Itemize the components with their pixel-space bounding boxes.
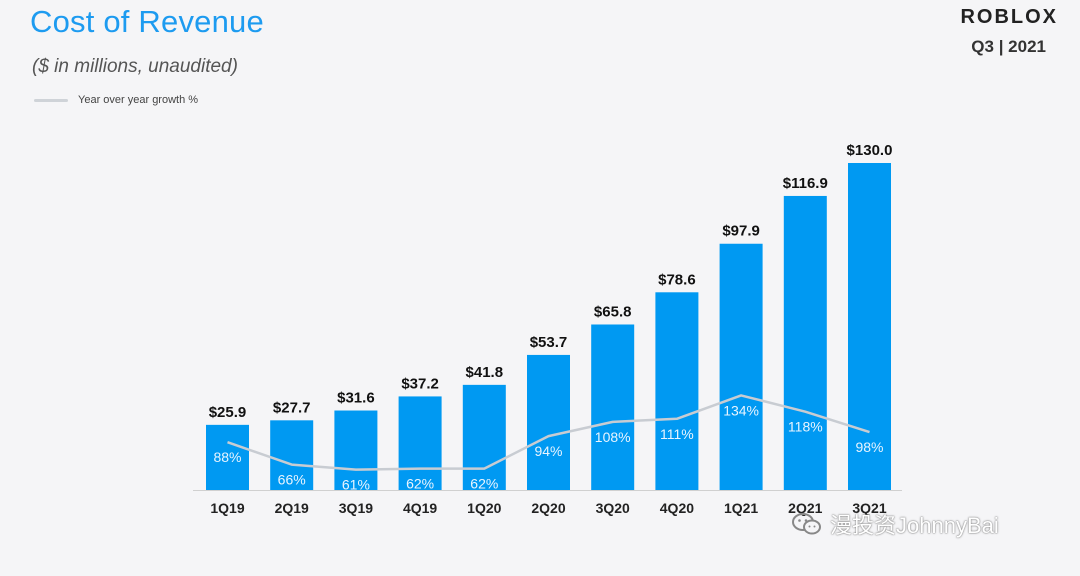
growth-value-label: 62% [470, 476, 498, 492]
growth-value-label: 62% [406, 476, 434, 492]
legend-line-swatch [34, 98, 68, 102]
bar-2Q20 [527, 354, 570, 490]
bar-3Q21 [848, 163, 891, 490]
growth-value-label: 98% [855, 439, 883, 455]
x-tick-label: 2Q19 [275, 500, 309, 516]
x-tick-label: 3Q21 [852, 500, 886, 516]
bar-value-label: $31.6 [337, 390, 375, 407]
bar-4Q20 [655, 292, 699, 490]
bar-3Q20 [591, 324, 635, 490]
x-tick-label: 4Q20 [660, 500, 694, 516]
bar-value-label: $116.9 [783, 175, 828, 192]
bar-value-label: $97.9 [722, 223, 760, 240]
growth-line [227, 394, 870, 471]
bar-1Q21 [719, 243, 763, 490]
bar-1Q20 [462, 384, 506, 490]
growth-value-label: 108% [595, 429, 631, 445]
brand-logo: ROBLOX [960, 6, 1058, 28]
x-tick-label: 1Q20 [467, 500, 501, 516]
x-tick-label: 2Q21 [788, 500, 822, 516]
bar-2Q19 [270, 420, 314, 490]
watermark: 漫投资JohnnyBai [792, 508, 999, 540]
bar-value-label: $65.8 [594, 303, 632, 320]
page-title: Cost of Revenue [30, 4, 264, 39]
x-tick-label: 3Q20 [596, 500, 630, 516]
bar-value-label: $41.8 [466, 364, 504, 381]
growth-value-label: 61% [342, 477, 370, 493]
x-tick-label: 4Q19 [403, 500, 437, 516]
growth-value-label: 134% [723, 402, 759, 418]
watermark-text: 漫投资JohnnyBai [830, 513, 999, 538]
bar-value-label: $78.6 [658, 271, 696, 288]
growth-value-label: 118% [788, 419, 823, 435]
chart-legend: Year over year growth % [34, 94, 198, 106]
bar-1Q19 [206, 424, 249, 490]
report-period: Q3 | 2021 [971, 37, 1046, 56]
x-tick-label: 3Q19 [339, 500, 373, 516]
bar-value-label: $53.7 [530, 334, 568, 351]
legend-label: Year over year growth % [78, 94, 199, 106]
wechat-icon [792, 513, 821, 535]
growth-value-label: 111% [660, 426, 694, 442]
growth-value-label: 88% [213, 449, 241, 465]
page-subtitle: ($ in millions, unaudited) [32, 56, 238, 77]
x-tick-label: 1Q21 [724, 500, 758, 516]
bar-value-label: $27.7 [273, 399, 311, 416]
growth-value-label: 66% [278, 472, 306, 488]
bar-value-label: $130.0 [847, 142, 893, 159]
bar-3Q19 [334, 410, 378, 490]
bar-2Q21 [783, 195, 827, 490]
growth-value-label: 94% [534, 443, 562, 459]
bar-value-label: $25.9 [209, 404, 247, 421]
bar-4Q19 [398, 396, 442, 490]
x-tick-label: 1Q19 [210, 500, 244, 516]
bar-value-label: $37.2 [401, 375, 439, 392]
x-tick-label: 2Q20 [531, 500, 565, 516]
